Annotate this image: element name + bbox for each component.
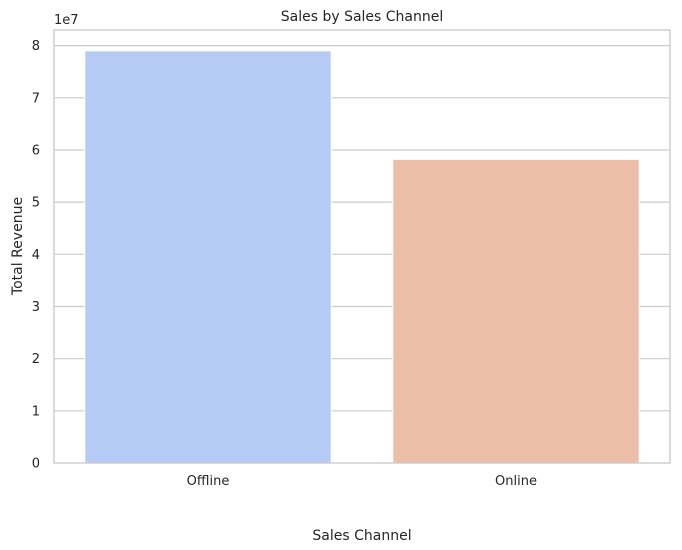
y-tick-label: 5 (32, 196, 40, 211)
x-tick-label: Online (495, 474, 537, 489)
chart-title: Sales by Sales Channel (281, 9, 444, 25)
y-tick-label: 4 (32, 248, 40, 263)
y-tick-label: 3 (32, 300, 40, 315)
x-tick-label: Offline (187, 474, 230, 489)
y-offset-label: 1e7 (54, 13, 79, 28)
y-axis-ticks: 0 1 2 3 4 5 6 7 8 (32, 39, 40, 471)
y-tick-label: 2 (32, 352, 40, 367)
x-axis-ticks: Offline Online (187, 474, 537, 489)
bars (84, 50, 640, 464)
bar-offline (84, 50, 332, 464)
y-tick-label: 0 (32, 457, 40, 472)
y-tick-label: 1 (32, 404, 40, 419)
plot-frame (53, 29, 671, 464)
x-axis-label: Sales Channel (312, 528, 411, 544)
y-axis-label: Total Revenue (10, 197, 26, 296)
y-tick-label: 7 (32, 91, 40, 106)
bar-online (392, 158, 640, 464)
y-tick-label: 6 (32, 143, 40, 158)
y-tick-label: 8 (32, 39, 40, 54)
